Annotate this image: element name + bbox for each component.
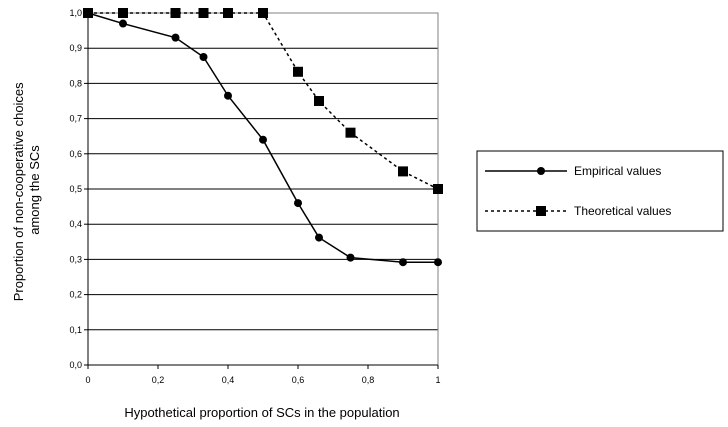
y-tick-label: 1,0 (69, 8, 82, 18)
point-empirical (199, 53, 208, 61)
x-tick-label: 0,2 (152, 375, 165, 385)
legend: Empirical values Theoretical values (476, 150, 724, 232)
point-empirical (346, 253, 355, 262)
point-empirical (434, 258, 442, 267)
x-tick-label: 0 (85, 375, 90, 385)
point-theoretical (170, 8, 181, 18)
series-layer (83, 8, 443, 267)
y-tick-label: 0,1 (69, 325, 82, 335)
legend-marker-empirical (537, 167, 545, 175)
point-theoretical (83, 8, 93, 18)
point-theoretical (118, 8, 128, 18)
point-theoretical (198, 8, 209, 18)
legend-label-theoretical: Theoretical values (574, 204, 671, 218)
legend-box (476, 150, 724, 232)
tick-labels: 0,0 0,1 0,2 0,3 0,4 0,5 0,6 0,7 0,8 0,9 1,0 0 0,2 0,4… (69, 8, 440, 385)
point-empirical (119, 19, 127, 28)
point-empirical (399, 258, 407, 267)
y-tick-label: 0,5 (69, 184, 82, 194)
x-axis-title: Hypothetical proportion of SCs in the po… (124, 405, 399, 420)
point-theoretical (223, 8, 233, 18)
point-theoretical (345, 127, 356, 138)
legend-label-empirical: Empirical values (574, 164, 661, 178)
point-theoretical (258, 8, 268, 18)
point-empirical (224, 91, 232, 100)
y-tick-label: 0,2 (69, 290, 82, 300)
x-tick-label: 1 (435, 375, 440, 385)
legend-marker-theoretical (536, 206, 546, 216)
point-theoretical (293, 66, 303, 77)
point-empirical (294, 199, 302, 208)
y-tick-label: 0,0 (69, 360, 82, 370)
point-theoretical (433, 184, 443, 194)
y-axis-title: Proportion of non-cooperative choices am… (11, 79, 42, 302)
x-tick-label: 0,6 (292, 375, 305, 385)
point-theoretical (314, 96, 324, 106)
point-empirical (259, 135, 267, 144)
point-empirical (315, 233, 323, 242)
point-empirical (171, 33, 180, 42)
y-tick-label: 0,8 (69, 78, 82, 88)
gridlines (88, 12, 438, 366)
x-tick-label: 0,4 (222, 375, 235, 385)
y-axis-title-line-1: Proportion of non-cooperative choices (11, 82, 26, 301)
y-tick-label: 0,7 (69, 114, 82, 124)
series-line-theoretical (88, 12, 439, 190)
y-tick-label: 0,3 (69, 254, 82, 264)
y-tick-label: 0,4 (69, 219, 82, 229)
y-tick-label: 0,9 (69, 43, 82, 53)
axes (84, 12, 439, 369)
x-tick-label: 0,8 (362, 375, 375, 385)
y-tick-label: 0,6 (69, 149, 82, 159)
point-theoretical (398, 166, 408, 177)
y-axis-title-line-2: among the SCs (27, 145, 42, 235)
